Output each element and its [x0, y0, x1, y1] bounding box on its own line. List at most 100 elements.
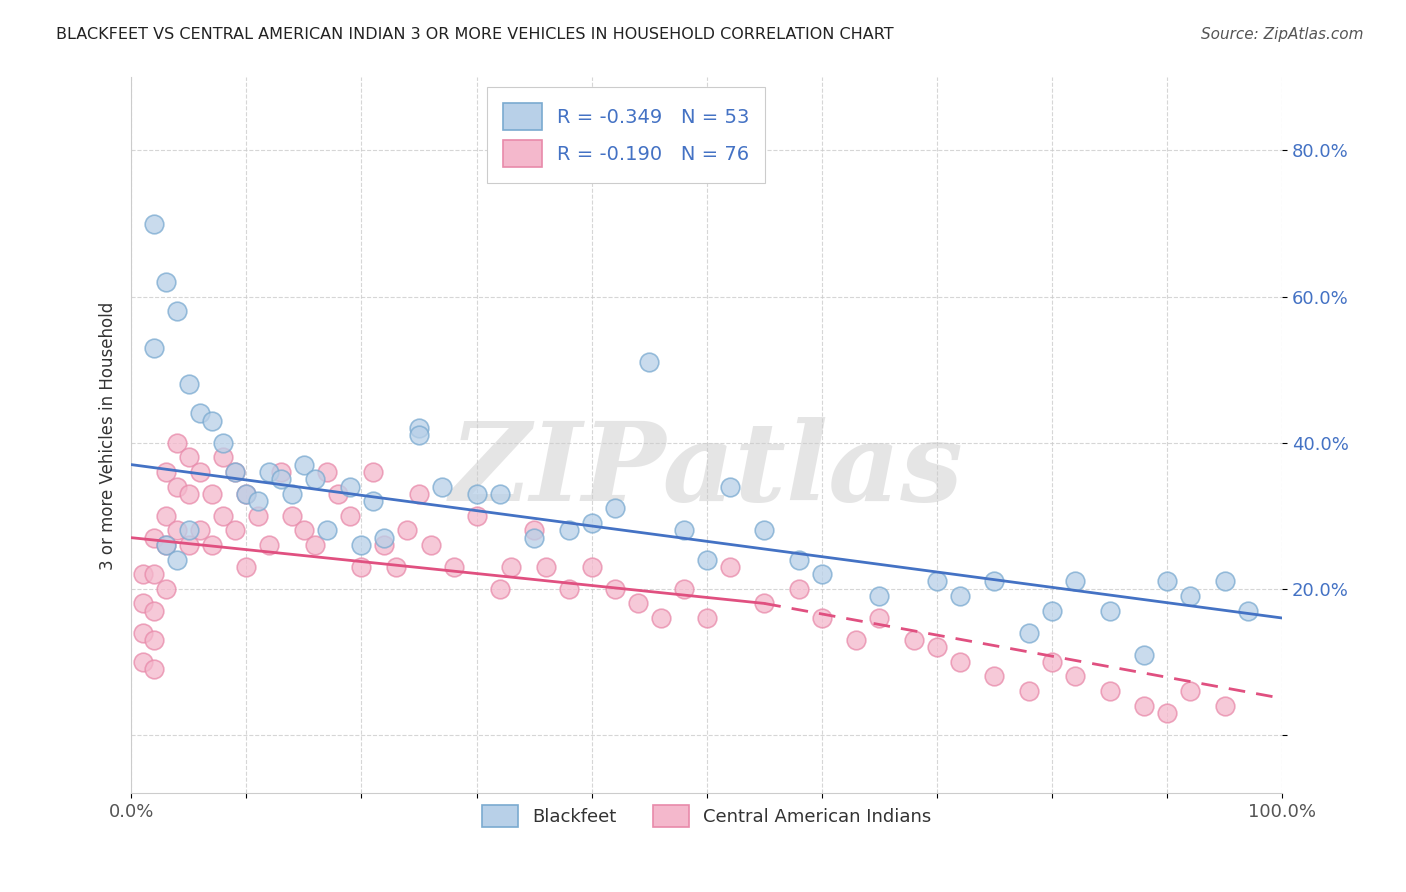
Point: [430, 479, 453, 493]
Point: [1156, 706, 1178, 720]
Point: [465, 508, 488, 523]
Point: [1018, 625, 1040, 640]
Point: [396, 524, 419, 538]
Point: [339, 479, 361, 493]
Point: [292, 458, 315, 472]
Point: [155, 538, 177, 552]
Point: [201, 487, 224, 501]
Point: [350, 560, 373, 574]
Y-axis label: 3 or more Vehicles in Household: 3 or more Vehicles in Household: [100, 301, 117, 569]
Point: [603, 582, 626, 596]
Point: [581, 516, 603, 530]
Point: [868, 589, 890, 603]
Point: [534, 560, 557, 574]
Point: [1236, 604, 1258, 618]
Point: [132, 655, 155, 669]
Point: [224, 465, 246, 479]
Point: [361, 494, 384, 508]
Point: [718, 560, 741, 574]
Point: [235, 560, 257, 574]
Text: Source: ZipAtlas.com: Source: ZipAtlas.com: [1201, 27, 1364, 42]
Text: ZIPatlas: ZIPatlas: [450, 417, 963, 524]
Point: [177, 377, 200, 392]
Point: [188, 407, 211, 421]
Point: [281, 487, 304, 501]
Point: [868, 611, 890, 625]
Point: [811, 567, 834, 582]
Point: [488, 582, 510, 596]
Point: [811, 611, 834, 625]
Point: [155, 465, 177, 479]
Point: [672, 582, 695, 596]
Point: [259, 538, 281, 552]
Point: [177, 538, 200, 552]
Point: [1064, 669, 1087, 683]
Point: [166, 524, 188, 538]
Point: [201, 538, 224, 552]
Point: [1213, 698, 1236, 713]
Point: [499, 560, 522, 574]
Point: [557, 524, 579, 538]
Point: [270, 465, 292, 479]
Point: [443, 560, 465, 574]
Point: [488, 487, 510, 501]
Point: [465, 487, 488, 501]
Point: [903, 632, 925, 647]
Point: [408, 421, 430, 435]
Point: [143, 217, 166, 231]
Point: [925, 574, 948, 589]
Point: [1064, 574, 1087, 589]
Point: [787, 552, 810, 566]
Point: [246, 494, 269, 508]
Point: [177, 450, 200, 465]
Point: [696, 611, 718, 625]
Point: [925, 640, 948, 655]
Point: [177, 487, 200, 501]
Point: [754, 596, 776, 610]
Point: [166, 435, 188, 450]
Point: [132, 596, 155, 610]
Point: [373, 531, 395, 545]
Point: [155, 508, 177, 523]
Point: [188, 524, 211, 538]
Point: [627, 596, 650, 610]
Point: [143, 531, 166, 545]
Point: [718, 479, 741, 493]
Point: [339, 508, 361, 523]
Point: [166, 304, 188, 318]
Point: [1133, 698, 1156, 713]
Point: [281, 508, 304, 523]
Point: [143, 567, 166, 582]
Point: [292, 524, 315, 538]
Point: [316, 524, 339, 538]
Point: [1178, 684, 1201, 698]
Point: [143, 662, 166, 676]
Point: [408, 487, 430, 501]
Point: [155, 582, 177, 596]
Point: [1156, 574, 1178, 589]
Point: [638, 355, 661, 369]
Point: [259, 465, 281, 479]
Point: [787, 582, 810, 596]
Text: BLACKFEET VS CENTRAL AMERICAN INDIAN 3 OR MORE VEHICLES IN HOUSEHOLD CORRELATION: BLACKFEET VS CENTRAL AMERICAN INDIAN 3 O…: [56, 27, 894, 42]
Point: [235, 487, 257, 501]
Point: [350, 538, 373, 552]
Point: [949, 655, 972, 669]
Point: [385, 560, 408, 574]
Point: [672, 524, 695, 538]
Point: [143, 604, 166, 618]
Point: [949, 589, 972, 603]
Point: [1133, 648, 1156, 662]
Point: [1098, 684, 1121, 698]
Point: [557, 582, 579, 596]
Point: [166, 552, 188, 566]
Point: [188, 465, 211, 479]
Legend: Blackfeet, Central American Indians: Blackfeet, Central American Indians: [475, 798, 939, 834]
Point: [983, 669, 1005, 683]
Point: [581, 560, 603, 574]
Point: [270, 472, 292, 486]
Point: [361, 465, 384, 479]
Point: [224, 524, 246, 538]
Point: [754, 524, 776, 538]
Point: [1178, 589, 1201, 603]
